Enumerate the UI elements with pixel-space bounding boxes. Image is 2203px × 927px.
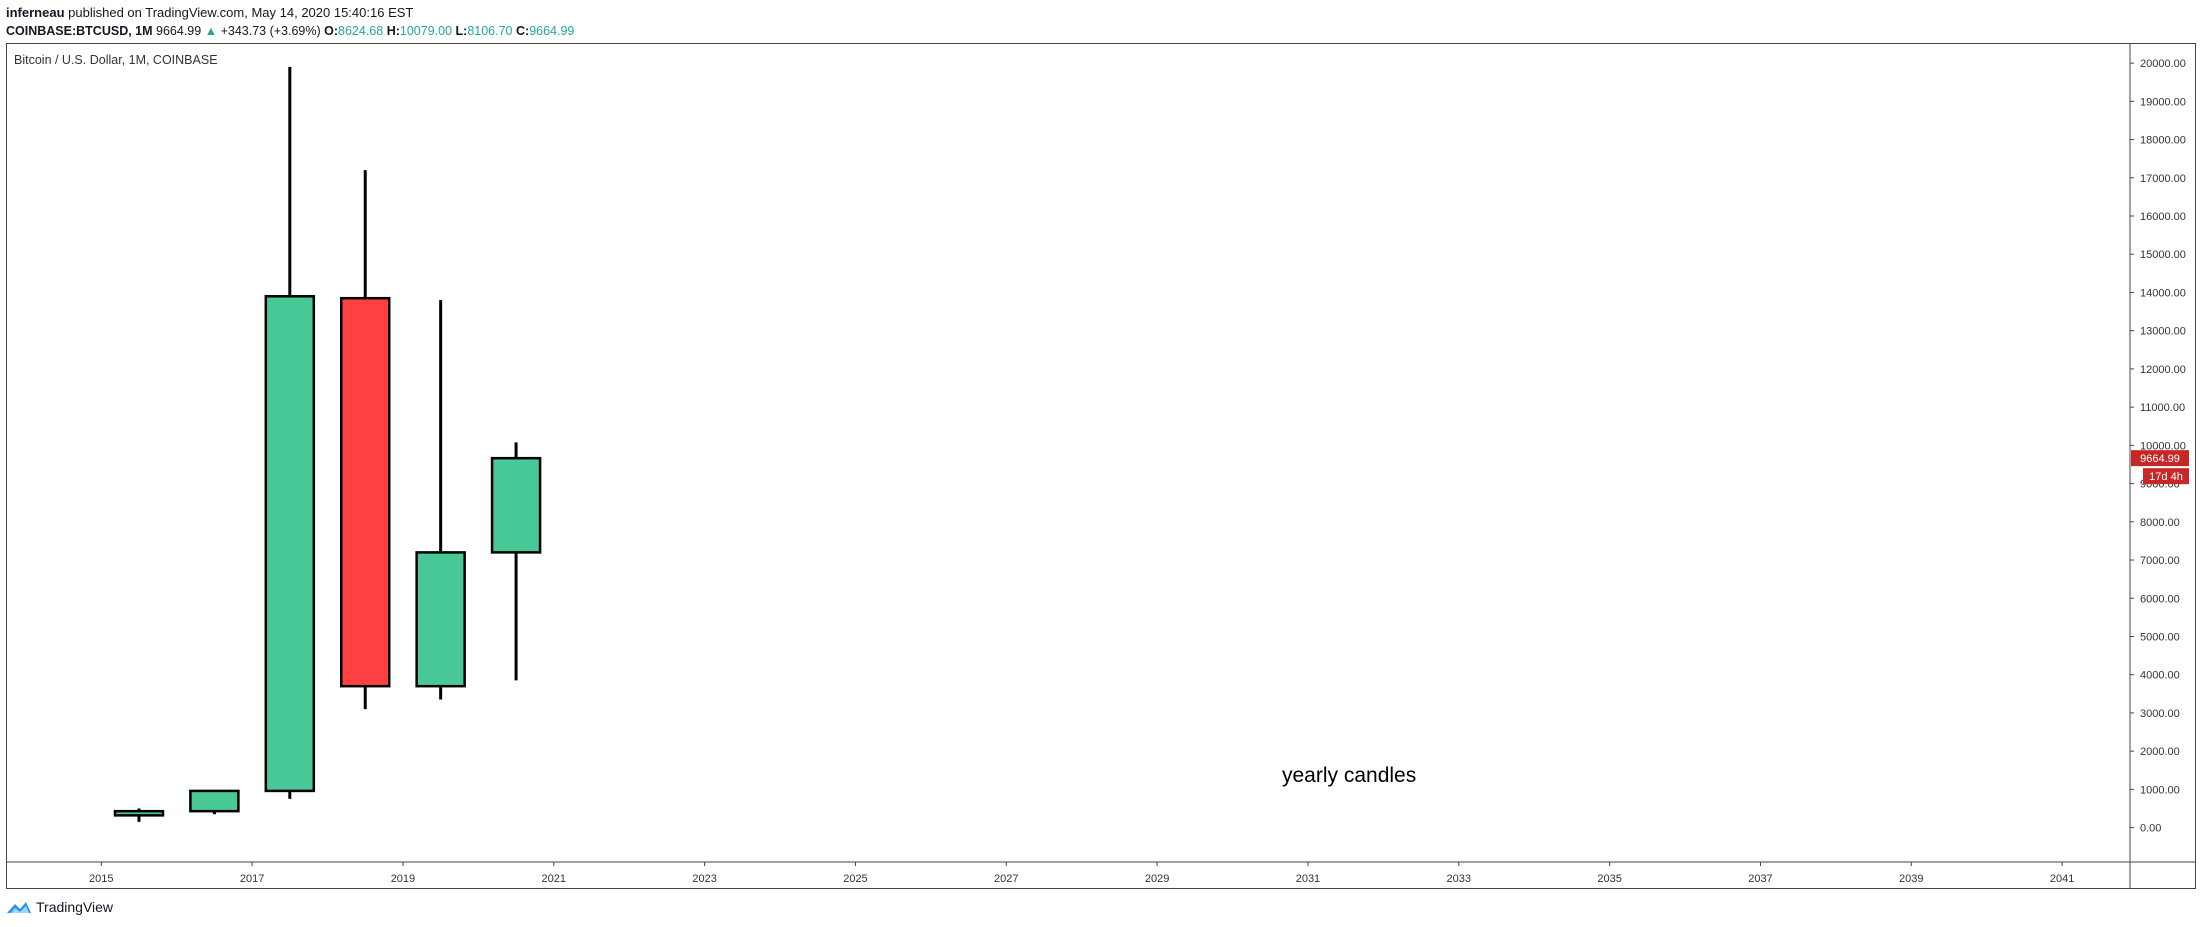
y-tick-label: 6000.00 xyxy=(2140,593,2180,605)
countdown-tag-text: 17d 4h xyxy=(2149,471,2183,483)
x-tick-label: 2037 xyxy=(1748,873,1772,885)
x-tick-label: 2021 xyxy=(542,873,566,885)
y-tick-label: 14000.00 xyxy=(2140,287,2186,299)
x-tick-label: 2027 xyxy=(994,873,1018,885)
candle-body[interactable] xyxy=(264,295,316,793)
last-price: 9664.99 xyxy=(156,24,202,38)
y-tick-label: 2000.00 xyxy=(2140,746,2180,758)
y-tick-label: 3000.00 xyxy=(2140,708,2180,720)
high-value: 10079.00 xyxy=(399,24,453,38)
publish-line: inferneau published on TradingView.com, … xyxy=(6,4,574,22)
footer: TradingView xyxy=(6,899,113,915)
candle-body[interactable] xyxy=(339,296,391,688)
close-label: C: xyxy=(516,24,530,38)
y-tick-label: 13000.00 xyxy=(2140,326,2186,338)
y-tick-label: 15000.00 xyxy=(2140,249,2186,261)
tradingview-logo-icon xyxy=(7,902,31,913)
x-tick-label: 2023 xyxy=(692,873,716,885)
y-tick-label: 12000.00 xyxy=(2140,364,2186,376)
y-tick-label: 10000.00 xyxy=(2140,440,2186,452)
low-label: L: xyxy=(455,24,468,38)
y-tick-label: 19000.00 xyxy=(2140,96,2186,108)
x-tick-label: 2015 xyxy=(89,873,113,885)
chart-title: Bitcoin / U.S. Dollar, 1M, COINBASE xyxy=(14,53,218,67)
chart-header: inferneau published on TradingView.com, … xyxy=(6,4,574,40)
chart-frame[interactable] xyxy=(6,43,2196,889)
candle-body[interactable] xyxy=(490,456,542,554)
candle-body[interactable] xyxy=(113,809,165,817)
symbol-label: COINBASE:BTCUSD, 1M xyxy=(6,24,153,38)
last-price-tag xyxy=(2131,450,2189,467)
author-name[interactable]: inferneau xyxy=(6,5,65,20)
ohlc-line: COINBASE:BTCUSD, 1M 9664.99 ▲ +343.73 (+… xyxy=(6,22,574,40)
y-tick-label: 8000.00 xyxy=(2140,517,2180,529)
chart-annotation[interactable]: yearly candles xyxy=(1282,764,1417,787)
countdown-tag xyxy=(2143,468,2189,485)
y-tick-label: 7000.00 xyxy=(2140,555,2180,567)
x-tick-label: 2033 xyxy=(1447,873,1471,885)
x-tick-label: 2039 xyxy=(1899,873,1923,885)
y-tick-label: 0.00 xyxy=(2140,823,2161,835)
x-tick-label: 2035 xyxy=(1597,873,1621,885)
low-value: 8106.70 xyxy=(467,24,513,38)
open-value: 8624.68 xyxy=(338,24,384,38)
x-tick-label: 2029 xyxy=(1145,873,1169,885)
y-tick-label: 17000.00 xyxy=(2140,173,2186,185)
y-tick-label: 11000.00 xyxy=(2140,402,2185,414)
close-value: 9664.99 xyxy=(529,24,575,38)
x-tick-label: 2041 xyxy=(2050,873,2074,885)
y-tick-label: 20000.00 xyxy=(2140,58,2186,70)
open-label: O: xyxy=(324,24,339,38)
high-label: H: xyxy=(386,24,400,38)
y-tick-label: 5000.00 xyxy=(2140,631,2180,643)
price-change: +343.73 (+3.69%) xyxy=(220,24,321,38)
y-tick-label: 4000.00 xyxy=(2140,670,2180,682)
y-tick-label: 1000.00 xyxy=(2140,784,2180,796)
published-text: published on TradingView.com, May 14, 20… xyxy=(68,5,414,20)
y-tick-label: 16000.00 xyxy=(2140,211,2186,223)
candle-body[interactable] xyxy=(189,789,240,813)
x-tick-label: 2025 xyxy=(843,873,867,885)
up-arrow-icon: ▲ xyxy=(204,24,218,38)
footer-brand[interactable]: TradingView xyxy=(36,899,114,915)
x-tick-label: 2017 xyxy=(240,873,264,885)
x-tick-label: 2031 xyxy=(1296,873,1320,885)
y-tick-label: 18000.00 xyxy=(2140,135,2186,147)
x-tick-label: 2019 xyxy=(391,873,415,885)
candle-body[interactable] xyxy=(415,551,466,688)
last-price-tag-text: 9664.99 xyxy=(2140,453,2180,465)
